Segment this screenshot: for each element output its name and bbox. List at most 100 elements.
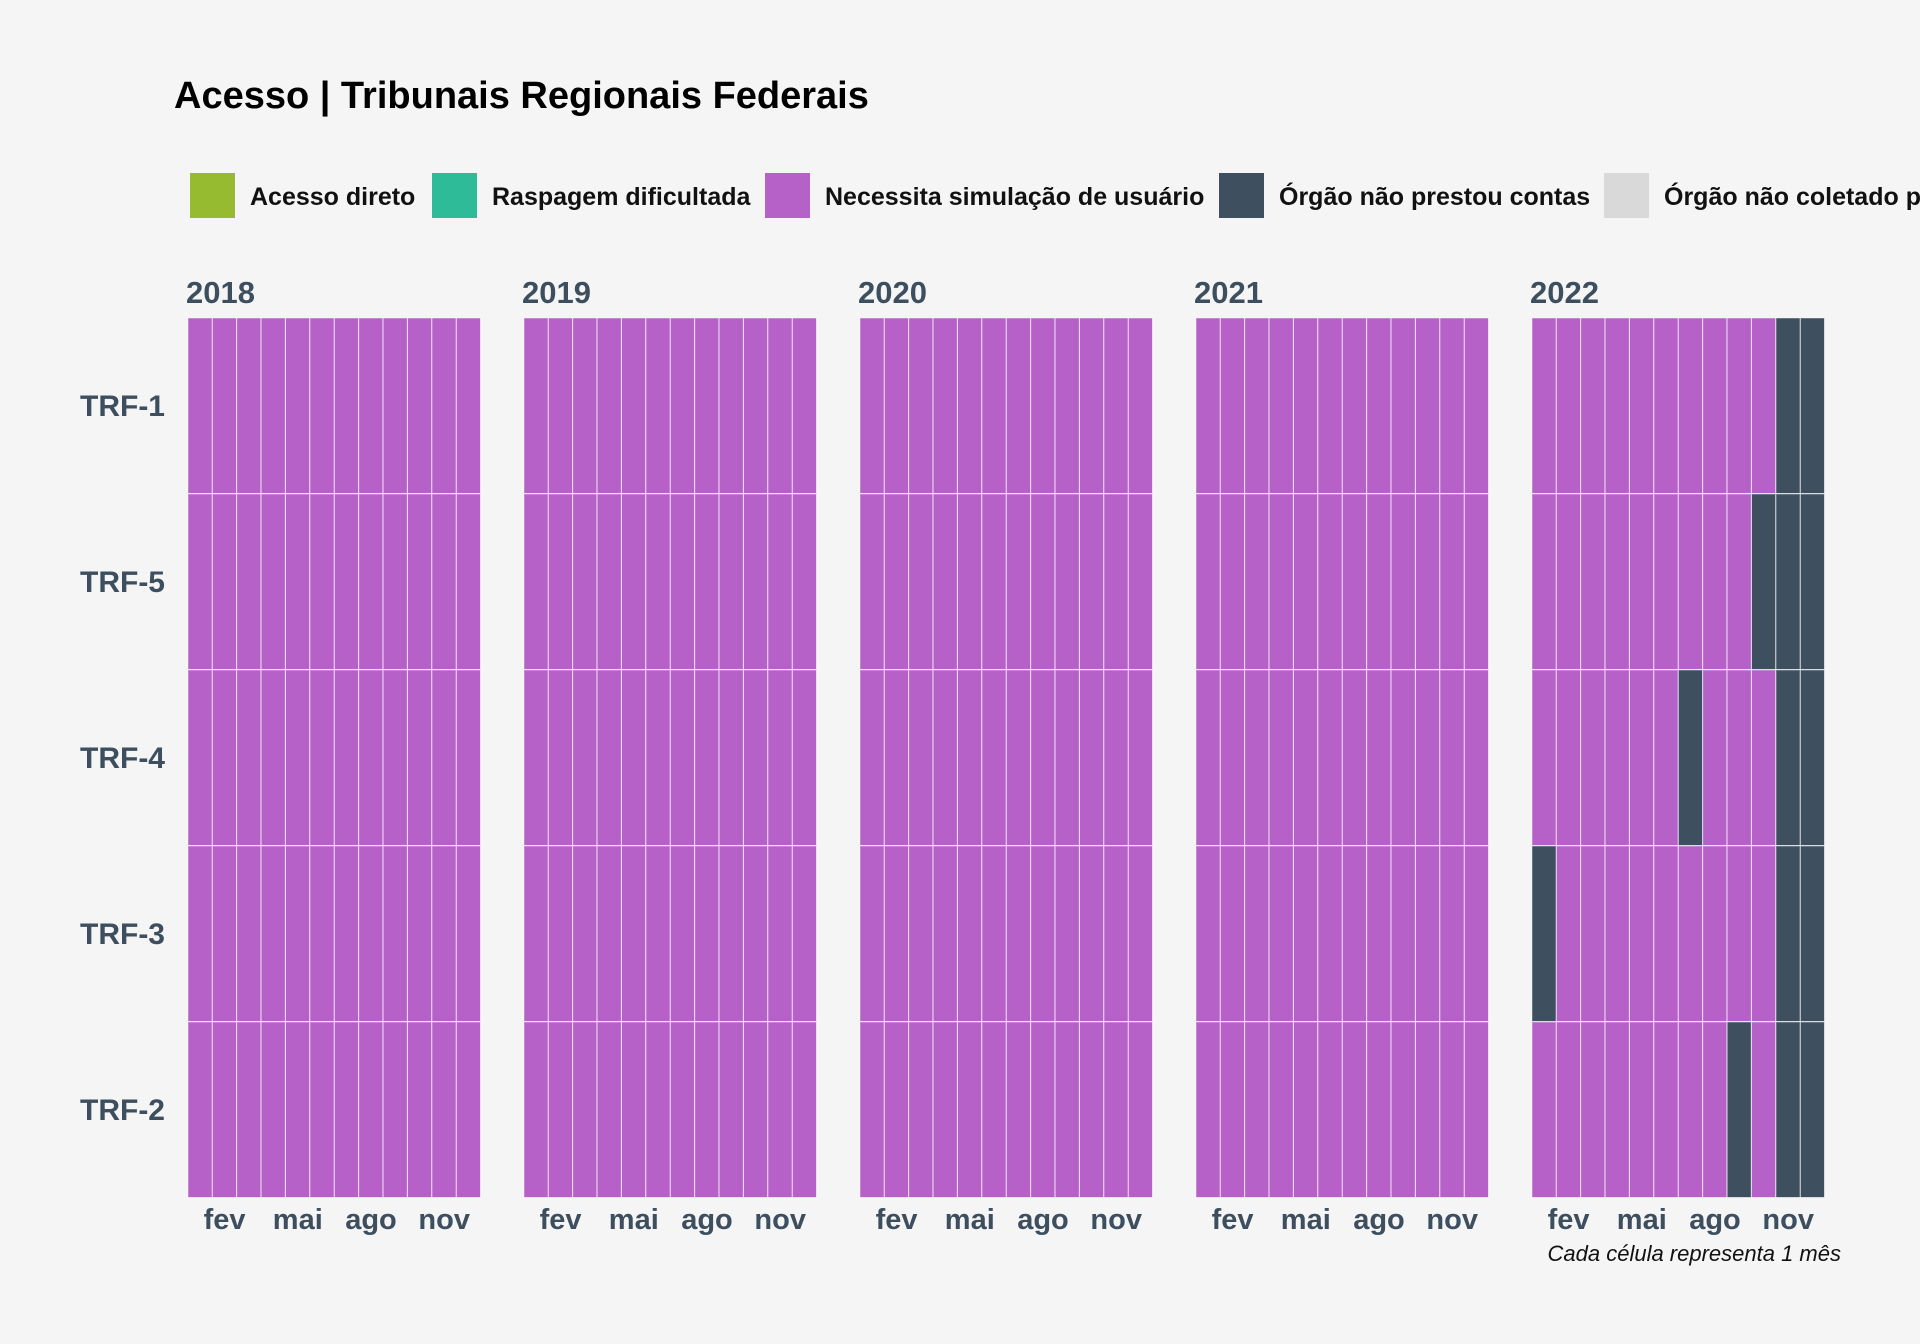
cell-trf-3-2020-m2 [884, 845, 909, 1022]
cell-trf-5-2018-m5 [285, 493, 311, 670]
cell-trf-1-2022-m5 [1629, 317, 1654, 494]
cell-trf-2-2020-m6 [981, 1021, 1007, 1198]
cell-trf-1-2022-m7 [1678, 317, 1703, 494]
cell-trf-3-2021-m12 [1464, 845, 1489, 1022]
cell-trf-5-2022-m3 [1580, 493, 1606, 670]
cell-trf-5-2021-m11 [1439, 493, 1465, 670]
cell-trf-5-2021-m3 [1244, 493, 1270, 670]
cell-trf-1-2019-m7 [670, 317, 695, 494]
cell-trf-5-2018-m4 [260, 493, 286, 670]
cell-trf-1-2018-m7 [333, 317, 359, 494]
cell-trf-5-2019-m7 [670, 493, 695, 670]
cell-trf-4-2019-m11 [767, 669, 793, 846]
cell-trf-4-2022-m5 [1629, 669, 1654, 846]
cell-trf-2-2022-m5 [1629, 1021, 1654, 1198]
cell-trf-1-2019-m2 [548, 317, 573, 494]
cell-trf-2-2018-m6 [309, 1021, 335, 1198]
cell-trf-4-2021-m5 [1293, 669, 1318, 846]
cell-trf-1-2019-m3 [572, 317, 598, 494]
cell-trf-1-2021-m11 [1439, 317, 1465, 494]
year-label-2019: 2019 [522, 275, 591, 310]
cell-trf-4-2019-m3 [572, 669, 598, 846]
cell-trf-3-2018-m12 [455, 845, 481, 1022]
cell-trf-4-2022-m7 [1678, 669, 1703, 846]
cell-trf-3-2021-m6 [1317, 845, 1343, 1022]
cell-trf-3-2018-m5 [285, 845, 311, 1022]
cell-trf-2-2018-m8 [358, 1021, 384, 1198]
cell-trf-4-2018-m4 [260, 669, 286, 846]
tick-2021-fev: fev [1212, 1204, 1254, 1236]
cell-trf-3-2020-m12 [1128, 845, 1153, 1022]
cell-trf-2-2022-m7 [1678, 1021, 1703, 1198]
cell-trf-3-2022-m5 [1629, 845, 1654, 1022]
tick-2020-fev: fev [876, 1204, 918, 1236]
cell-trf-5-2021-m2 [1220, 493, 1245, 670]
panel-2021: 2021 fev mai ago nov [1194, 275, 1489, 1236]
cell-trf-1-2021-m10 [1415, 317, 1440, 494]
cell-trf-2-2020-m4 [932, 1021, 958, 1198]
cell-trf-1-2019-m6 [645, 317, 671, 494]
cell-trf-1-2018-m1 [187, 317, 213, 494]
cell-trf-3-2022-m2 [1556, 845, 1581, 1022]
cell-trf-1-2021-m4 [1268, 317, 1294, 494]
cell-trf-5-2022-m2 [1556, 493, 1581, 670]
cell-trf-3-2020-m3 [908, 845, 934, 1022]
cell-trf-1-2021-m12 [1464, 317, 1489, 494]
cell-trf-1-2018-m3 [236, 317, 262, 494]
cell-trf-4-2021-m9 [1390, 669, 1416, 846]
cell-trf-1-2020-m9 [1054, 317, 1080, 494]
cell-trf-3-2022-m7 [1678, 845, 1703, 1022]
year-label-2020: 2020 [858, 275, 927, 310]
cell-trf-2-2018-m11 [431, 1021, 457, 1198]
cell-trf-1-2018-m12 [455, 317, 481, 494]
cell-trf-1-2022-m12 [1800, 317, 1825, 494]
cell-trf-2-2020-m11 [1103, 1021, 1129, 1198]
panel-2019: 2019 fev mai ago nov [522, 275, 817, 1236]
cell-trf-5-2020-m2 [884, 493, 909, 670]
tick-2019-ago: ago [681, 1204, 733, 1236]
cell-trf-2-2022-m2 [1556, 1021, 1581, 1198]
cell-trf-5-2021-m6 [1317, 493, 1343, 670]
cell-trf-2-2019-m6 [645, 1021, 671, 1198]
cell-trf-4-2020-m4 [932, 669, 958, 846]
cell-trf-3-2021-m4 [1268, 845, 1294, 1022]
cell-trf-3-2019-m6 [645, 845, 671, 1022]
cell-trf-5-2019-m3 [572, 493, 598, 670]
tick-2019-fev: fev [540, 1204, 582, 1236]
cell-trf-3-2022-m11 [1775, 845, 1801, 1022]
panel-2018: 2018 fev mai ago nov [186, 275, 481, 1236]
cell-trf-4-2022-m2 [1556, 669, 1581, 846]
legend-label-direto: Acesso direto [250, 183, 415, 211]
tick-2020-ago: ago [1017, 1204, 1069, 1236]
cell-trf-5-2022-m1 [1531, 493, 1557, 670]
cell-trf-4-2018-m2 [211, 669, 237, 846]
cell-trf-5-2018-m1 [187, 493, 213, 670]
cell-trf-2-2022-m12 [1800, 1021, 1825, 1198]
cell-trf-3-2020-m11 [1103, 845, 1129, 1022]
cell-trf-5-2022-m5 [1629, 493, 1654, 670]
tick-2020-nov: nov [1090, 1204, 1142, 1236]
row-label-trf-1: TRF-1 [80, 390, 165, 423]
cell-trf-1-2022-m11 [1775, 317, 1801, 494]
cell-trf-4-2021-m6 [1317, 669, 1343, 846]
cell-trf-5-2019-m8 [694, 493, 720, 670]
cell-trf-4-2018-m1 [187, 669, 213, 846]
cell-trf-4-2020-m12 [1128, 669, 1153, 846]
cell-trf-5-2018-m2 [211, 493, 237, 670]
cell-trf-3-2022-m12 [1800, 845, 1825, 1022]
cell-trf-1-2018-m10 [407, 317, 433, 494]
cell-trf-2-2022-m3 [1580, 1021, 1606, 1198]
cell-trf-3-2020-m10 [1079, 845, 1104, 1022]
cell-trf-1-2018-m2 [211, 317, 237, 494]
cell-trf-5-2022-m6 [1653, 493, 1679, 670]
cell-trf-1-2020-m2 [884, 317, 909, 494]
cell-trf-5-2022-m10 [1751, 493, 1776, 670]
cell-trf-3-2022-m1 [1531, 845, 1557, 1022]
cell-trf-3-2021-m9 [1390, 845, 1416, 1022]
cell-trf-4-2022-m9 [1726, 669, 1752, 846]
cell-trf-1-2022-m10 [1751, 317, 1776, 494]
tick-2020-mai: mai [945, 1204, 995, 1236]
cell-trf-3-2018-m1 [187, 845, 213, 1022]
cell-trf-2-2021-m2 [1220, 1021, 1245, 1198]
cell-trf-3-2021-m10 [1415, 845, 1440, 1022]
